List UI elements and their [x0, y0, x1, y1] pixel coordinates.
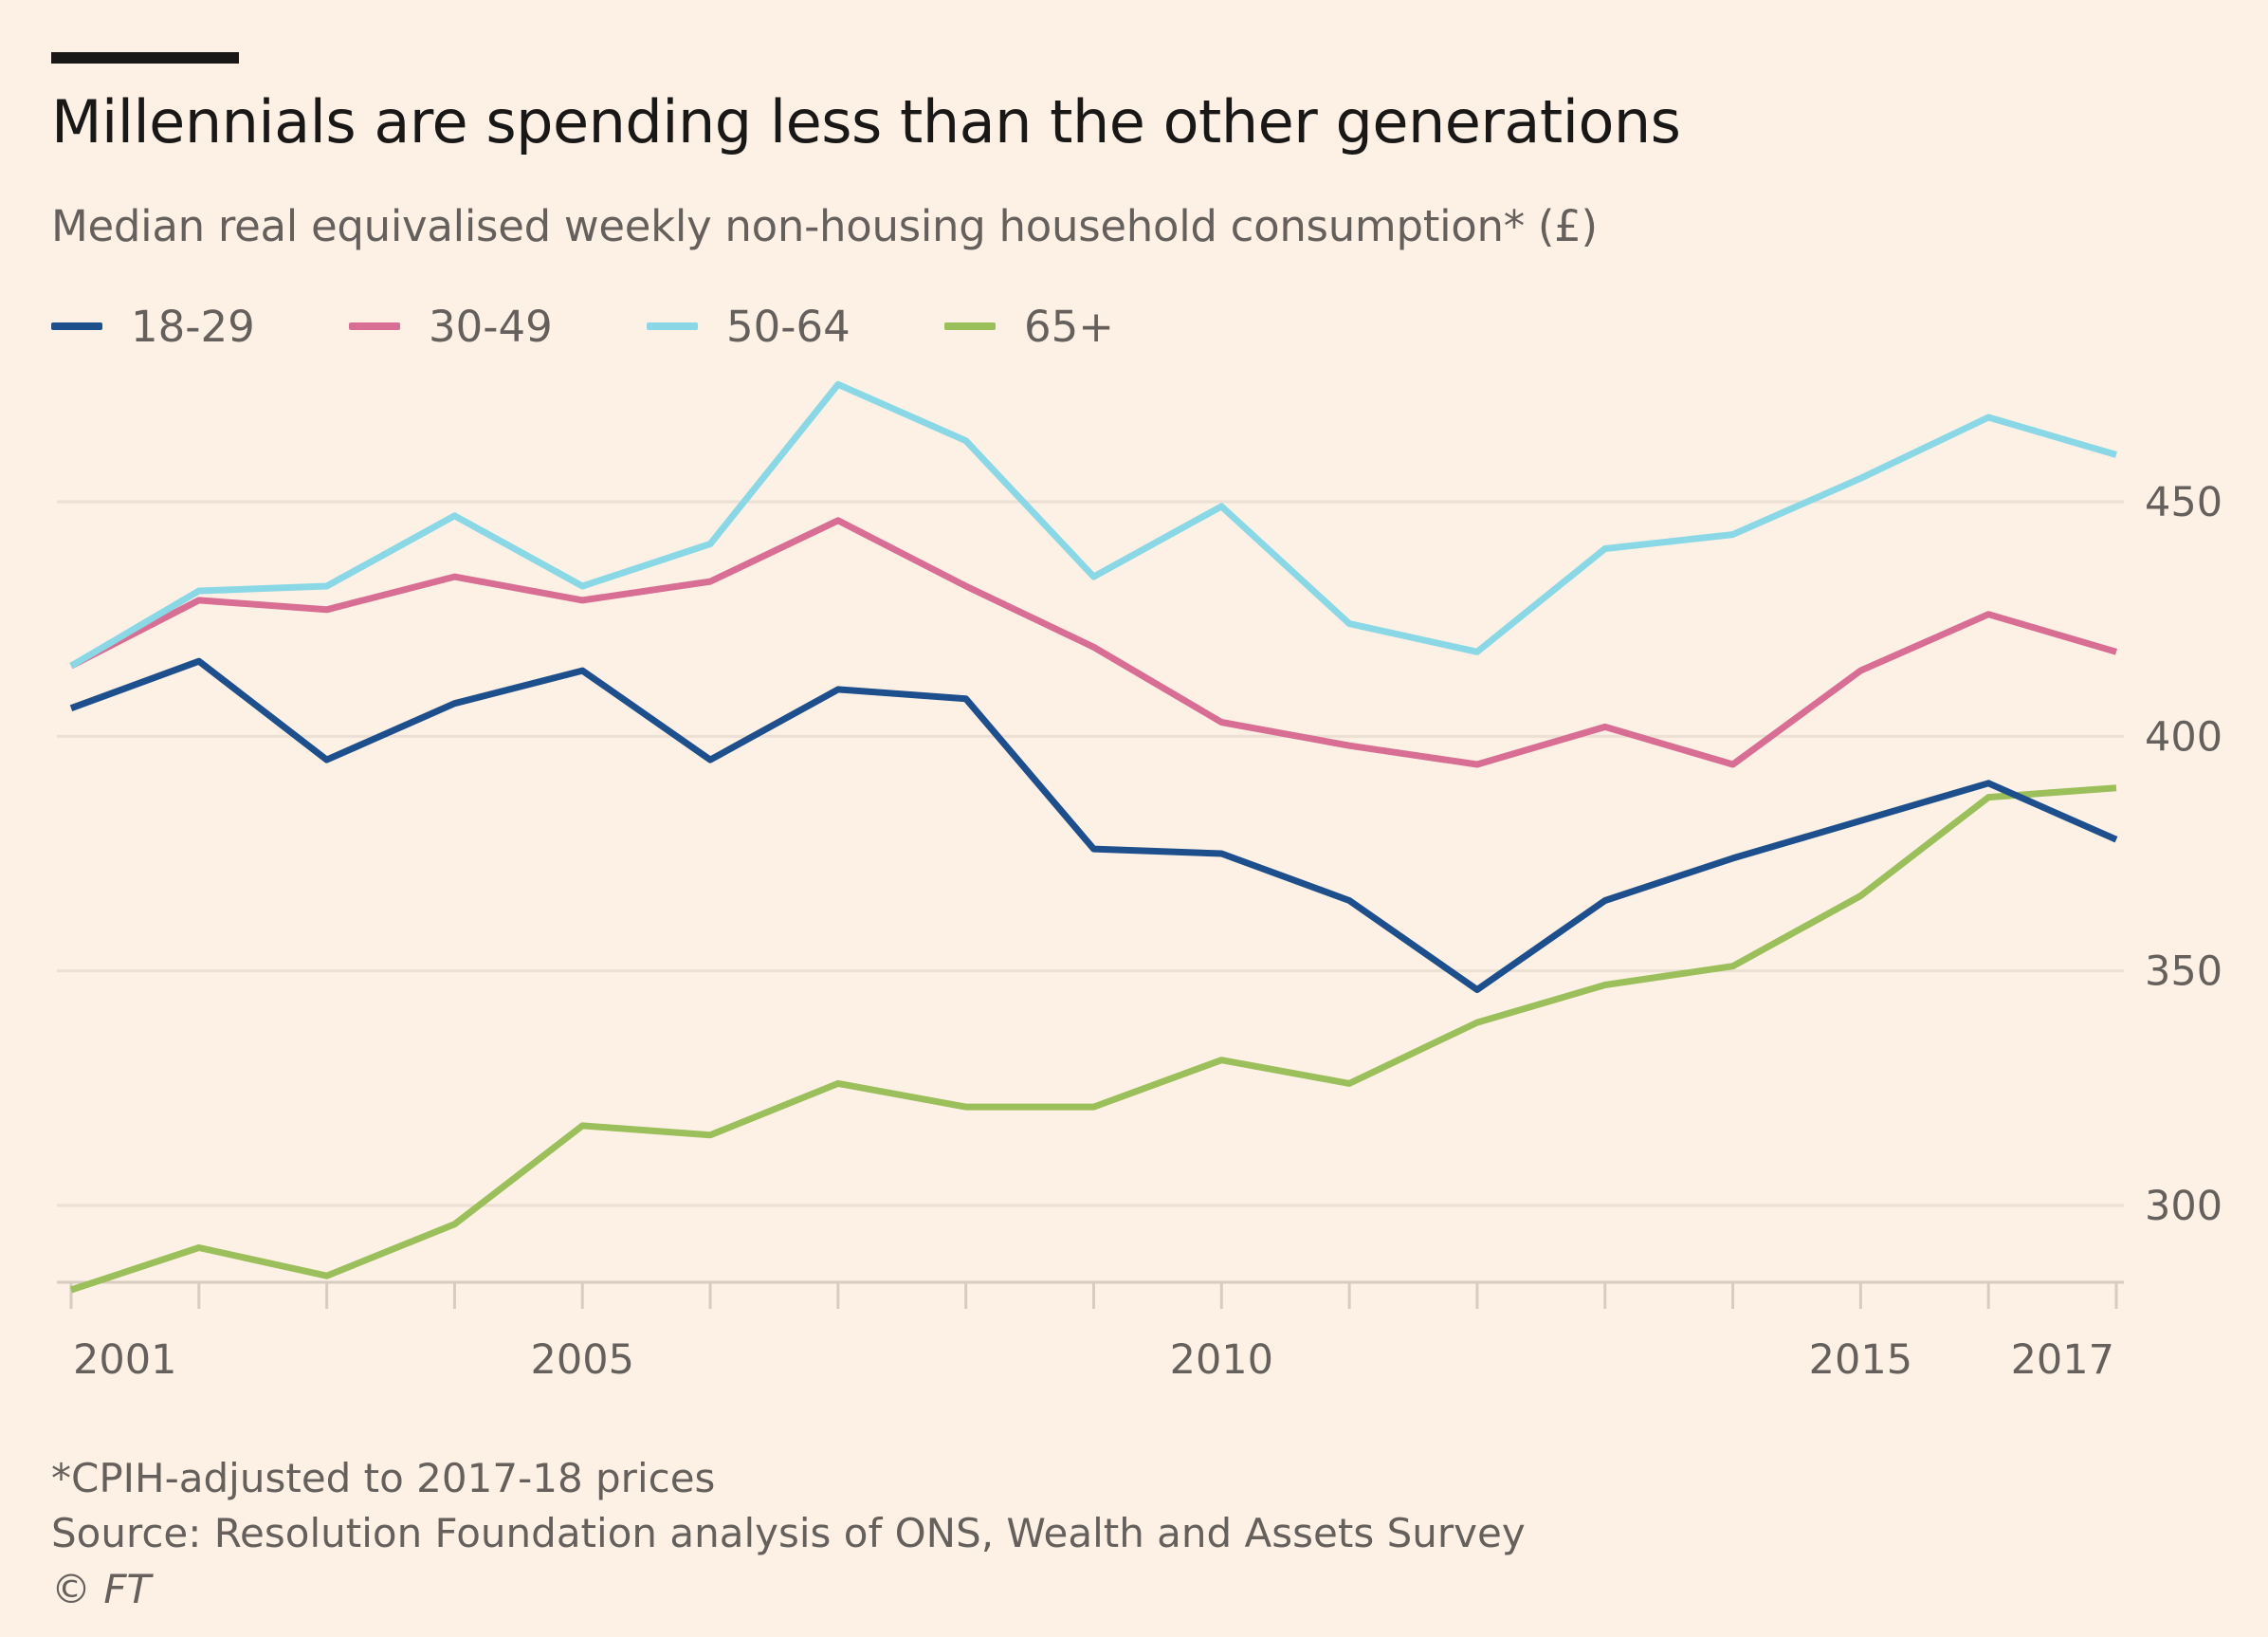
- legend-swatch-65-plus: [944, 322, 996, 330]
- series-line-65-plus: [69, 784, 2117, 1294]
- copyright-note: © FT: [51, 1566, 152, 1612]
- legend-item-18-29: 18-29: [51, 300, 255, 353]
- x-tick-labels: 2001 2005 2010 2015 2017: [73, 1336, 2114, 1384]
- legend-swatch-30-49: [349, 322, 400, 330]
- x-tick-label-2017: 2017: [2011, 1336, 2114, 1384]
- chart-subtitle: Median real equivalised weekly non-housi…: [51, 201, 1598, 251]
- x-tick-label-2001: 2001: [73, 1336, 176, 1384]
- y-tick-label-400: 400: [2145, 713, 2222, 761]
- title-accent-bar: [51, 52, 239, 64]
- x-tick-label-2005: 2005: [531, 1336, 634, 1384]
- legend-item-30-49: 30-49: [349, 300, 553, 353]
- y-tick-label-300: 300: [2145, 1183, 2222, 1230]
- series-line-30-49: [69, 517, 2117, 768]
- legend-item-50-64: 50-64: [647, 300, 850, 353]
- series-line-18-29: [69, 657, 2118, 993]
- legend-label-30-49: 30-49: [429, 301, 553, 352]
- x-tick-label-2015: 2015: [1809, 1336, 1912, 1384]
- x-axis: [57, 1280, 2124, 1309]
- series-lines: [69, 380, 2118, 1294]
- x-tick-label-2010: 2010: [1170, 1336, 1273, 1384]
- chart-title: Millennials are spending less than the o…: [51, 87, 1681, 156]
- legend-swatch-18-29: [51, 322, 102, 330]
- gridlines: [57, 500, 2124, 1207]
- y-tick-label-450: 450: [2145, 479, 2222, 526]
- legend-item-65-plus: 65+: [944, 300, 1114, 353]
- legend-label-50-64: 50-64: [726, 301, 850, 352]
- series-line-50-64: [69, 380, 2117, 670]
- footnote-prices: *CPIH-adjusted to 2017-18 prices: [51, 1455, 716, 1501]
- legend-label-65-plus: 65+: [1024, 301, 1114, 352]
- y-tick-labels: 300 350 400 450: [2145, 479, 2222, 1230]
- y-tick-label-350: 350: [2145, 948, 2222, 996]
- source-note: Source: Resolution Foundation analysis o…: [51, 1510, 1526, 1556]
- legend-swatch-50-64: [647, 322, 698, 330]
- legend-label-18-29: 18-29: [131, 301, 255, 352]
